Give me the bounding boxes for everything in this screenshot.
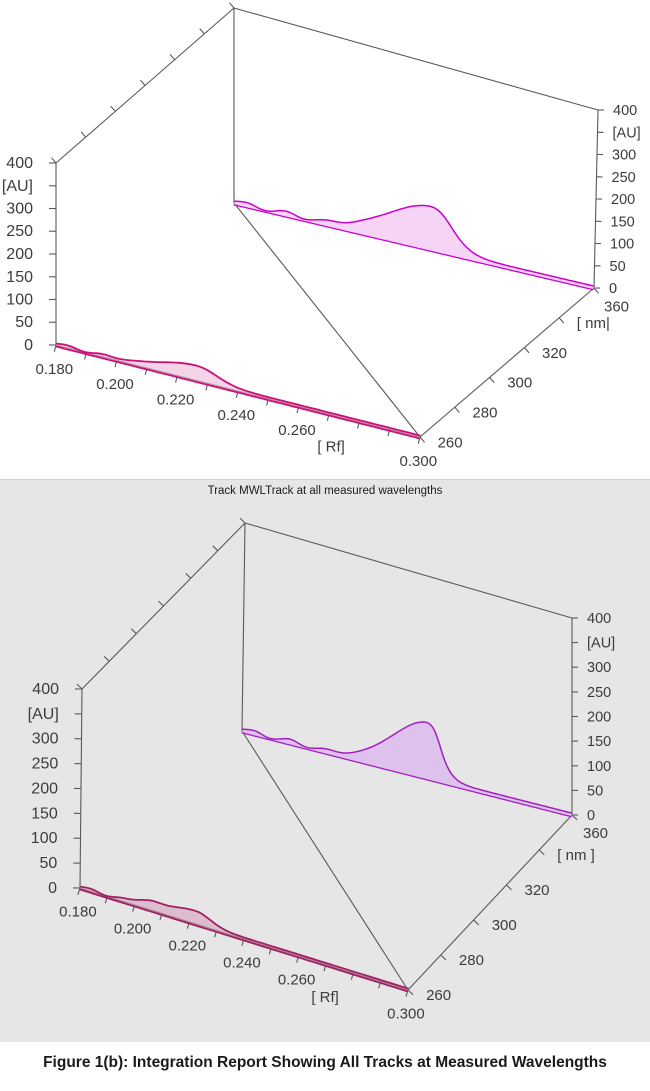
svg-text:400: 400 bbox=[587, 611, 611, 627]
svg-text:200: 200 bbox=[611, 192, 635, 208]
svg-text:250: 250 bbox=[587, 685, 611, 701]
svg-text:50: 50 bbox=[587, 783, 603, 799]
svg-text:0.200: 0.200 bbox=[96, 376, 134, 393]
svg-text:300: 300 bbox=[587, 660, 611, 676]
svg-text:200: 200 bbox=[6, 246, 33, 263]
svg-text:150: 150 bbox=[587, 734, 611, 750]
svg-text:0.180: 0.180 bbox=[59, 904, 97, 921]
svg-text:100: 100 bbox=[587, 759, 611, 775]
svg-text:[AU]: [AU] bbox=[587, 636, 615, 652]
svg-text:0.200: 0.200 bbox=[114, 921, 152, 938]
svg-text:0: 0 bbox=[24, 337, 33, 354]
svg-text:50: 50 bbox=[610, 259, 626, 275]
svg-text:150: 150 bbox=[6, 269, 33, 286]
svg-text:260: 260 bbox=[438, 434, 463, 451]
svg-text:0: 0 bbox=[587, 808, 595, 824]
svg-text:[ nm ]: [ nm ] bbox=[557, 847, 595, 864]
svg-text:300: 300 bbox=[507, 375, 532, 392]
svg-text:300: 300 bbox=[612, 148, 636, 164]
svg-text:0.180: 0.180 bbox=[36, 361, 74, 378]
svg-text:0.300: 0.300 bbox=[387, 1006, 425, 1023]
svg-text:250: 250 bbox=[612, 170, 636, 186]
svg-text:0: 0 bbox=[48, 880, 57, 897]
svg-text:400: 400 bbox=[6, 155, 33, 172]
svg-text:[AU]: [AU] bbox=[2, 178, 33, 195]
svg-text:[AU]: [AU] bbox=[28, 706, 59, 723]
svg-text:250: 250 bbox=[32, 756, 59, 773]
svg-text:[ Rf]: [ Rf] bbox=[311, 989, 339, 1006]
svg-text:0.240: 0.240 bbox=[218, 407, 256, 424]
svg-text:[ Rf]: [ Rf] bbox=[317, 439, 345, 456]
svg-text:0: 0 bbox=[609, 281, 617, 297]
svg-text:360: 360 bbox=[583, 825, 608, 842]
svg-text:200: 200 bbox=[31, 780, 58, 797]
svg-text:0.220: 0.220 bbox=[157, 392, 195, 409]
svg-text:[ nm|: [ nm| bbox=[577, 315, 610, 332]
svg-text:400: 400 bbox=[613, 103, 637, 119]
svg-text:50: 50 bbox=[40, 855, 58, 872]
svg-text:100: 100 bbox=[6, 292, 33, 309]
svg-text:[AU]: [AU] bbox=[613, 125, 641, 141]
svg-text:150: 150 bbox=[611, 214, 635, 230]
svg-text:200: 200 bbox=[587, 710, 611, 726]
svg-text:100: 100 bbox=[31, 830, 58, 847]
svg-text:0.260: 0.260 bbox=[278, 422, 316, 439]
svg-text:360: 360 bbox=[604, 299, 629, 316]
svg-text:150: 150 bbox=[31, 805, 58, 822]
svg-text:300: 300 bbox=[32, 731, 59, 748]
svg-text:400: 400 bbox=[32, 681, 59, 698]
svg-text:0.300: 0.300 bbox=[400, 453, 438, 470]
svg-text:300: 300 bbox=[492, 917, 517, 934]
svg-text:0.220: 0.220 bbox=[169, 938, 207, 955]
svg-text:320: 320 bbox=[525, 882, 550, 899]
svg-text:300: 300 bbox=[6, 201, 33, 218]
svg-text:250: 250 bbox=[6, 223, 33, 240]
svg-text:0.260: 0.260 bbox=[278, 972, 316, 989]
svg-text:320: 320 bbox=[542, 345, 567, 362]
svg-text:280: 280 bbox=[472, 405, 497, 422]
svg-text:50: 50 bbox=[15, 314, 33, 331]
svg-text:0.240: 0.240 bbox=[223, 955, 261, 972]
svg-text:100: 100 bbox=[610, 237, 634, 253]
svg-text:280: 280 bbox=[459, 952, 484, 969]
svg-text:260: 260 bbox=[426, 987, 451, 1004]
